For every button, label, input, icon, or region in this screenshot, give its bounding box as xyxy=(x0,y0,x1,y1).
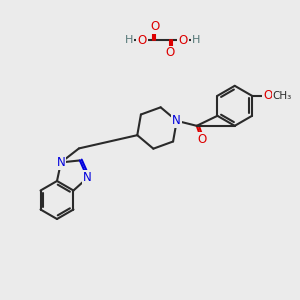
Text: H: H xyxy=(125,35,133,45)
Text: O: O xyxy=(263,89,273,102)
Text: N: N xyxy=(172,114,181,127)
Text: N: N xyxy=(57,156,65,169)
Text: O: O xyxy=(178,34,188,46)
Text: N: N xyxy=(83,171,92,184)
Text: O: O xyxy=(137,34,147,46)
Text: O: O xyxy=(197,133,206,146)
Text: H: H xyxy=(192,35,200,45)
Text: O: O xyxy=(165,46,175,59)
Text: CH₃: CH₃ xyxy=(272,91,292,101)
Text: O: O xyxy=(150,20,160,34)
